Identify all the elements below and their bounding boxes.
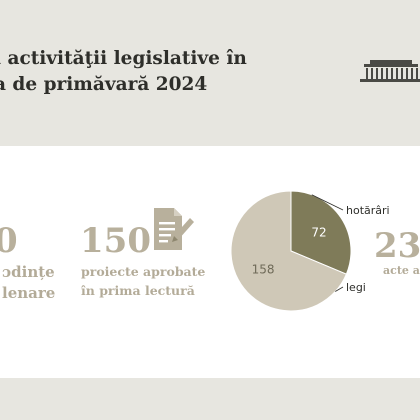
projects-number: 150 — [80, 221, 151, 261]
pie-value-label-0: 72 — [311, 225, 326, 239]
sittings-label-line-2: lenare — [2, 284, 56, 302]
parliament-building-icon — [360, 60, 420, 82]
pie-value-label-1: 158 — [252, 263, 275, 277]
pie-callout-line-0 — [311, 194, 344, 211]
title-line-1: l activităţii legislative în — [0, 48, 247, 69]
pie-category-label-0: hotărâri — [346, 204, 390, 217]
pie-slice-1 — [230, 190, 348, 312]
document-pen-icon — [154, 208, 194, 250]
projects-label-line-1: proiecte aprobate — [81, 264, 206, 279]
projects-label-line-2: în prima lectură — [81, 283, 195, 298]
projects-label: proiecte aprobate în prima lectură — [81, 262, 205, 300]
acts-label: acte ado — [383, 264, 420, 277]
pie-category-label-1: legi — [346, 281, 366, 294]
sittings-label-line-1: ɔdințe — [2, 263, 55, 281]
pie-callout-line-1 — [335, 286, 344, 292]
pie-slice-0 — [290, 190, 352, 275]
acts-number: 23 — [374, 226, 420, 266]
page-title: l activităţii legislative în a de primăv… — [0, 46, 247, 98]
sittings-number: 0 — [0, 221, 18, 261]
sittings-label: ɔdințe lenare — [2, 262, 55, 304]
title-line-2: a de primăvară 2024 — [0, 74, 208, 95]
